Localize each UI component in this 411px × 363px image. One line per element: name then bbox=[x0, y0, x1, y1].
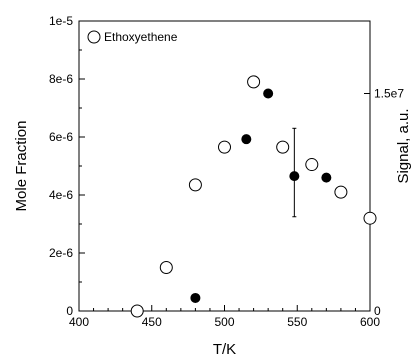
legend-marker-ethoxyethene bbox=[87, 30, 101, 44]
y2-tick-label: 1.5e7 bbox=[374, 87, 404, 101]
data-point-filled bbox=[321, 172, 332, 183]
x-tick-label: 400 bbox=[69, 315, 89, 329]
y-axis-title: Mole Fraction bbox=[13, 121, 30, 212]
data-point-filled bbox=[190, 292, 201, 303]
plot-frame bbox=[78, 20, 371, 312]
x-tick-label: 450 bbox=[142, 315, 162, 329]
legend: Ethoxyethene bbox=[87, 30, 178, 44]
data-point-open bbox=[334, 185, 348, 199]
data-point-open bbox=[363, 211, 377, 225]
legend-label-ethoxyethene: Ethoxyethene bbox=[104, 30, 178, 44]
x-tick-label: 550 bbox=[287, 315, 307, 329]
y2-tick-label: 0 bbox=[374, 304, 381, 318]
y-tick-label: 4e-6 bbox=[49, 188, 73, 202]
x-axis: 400 450 500 550 600 bbox=[69, 305, 380, 329]
y-tick-label: 1e-5 bbox=[49, 14, 73, 28]
data-point-open bbox=[247, 75, 261, 89]
x-tick-label: 600 bbox=[360, 315, 380, 329]
y-tick-label: 8e-6 bbox=[49, 72, 73, 86]
data-point-filled bbox=[263, 88, 274, 99]
secondary-y-axis-title: Signal, a.u. bbox=[395, 108, 411, 183]
data-point-open bbox=[218, 140, 231, 154]
data-points bbox=[130, 75, 377, 318]
data-point-open bbox=[188, 178, 202, 192]
data-point-open bbox=[276, 140, 290, 154]
data-point-open bbox=[159, 261, 173, 274]
data-point-filled bbox=[289, 171, 300, 182]
y-axis: 0 2e-6 4e-6 6e-6 8e-6 1e-5 bbox=[49, 14, 85, 318]
plot-border bbox=[78, 20, 371, 312]
x-tick-label: 500 bbox=[214, 315, 234, 329]
y-tick-label: 6e-6 bbox=[49, 130, 73, 144]
x-axis-title: T/K bbox=[213, 341, 236, 358]
data-point-open bbox=[130, 304, 144, 318]
y-tick-label: 2e-6 bbox=[49, 246, 73, 260]
data-point-filled bbox=[241, 134, 252, 145]
y-tick-label: 0 bbox=[66, 304, 73, 318]
secondary-y-axis: 0 1.5e7 bbox=[364, 87, 404, 318]
data-point-open bbox=[305, 158, 319, 172]
